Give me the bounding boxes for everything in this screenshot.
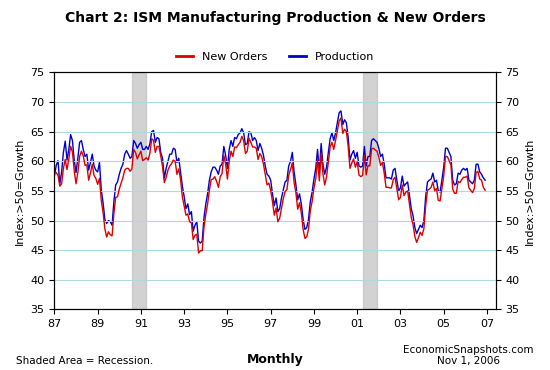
New Orders	[482, 188, 488, 192]
New Orders	[80, 154, 86, 158]
New Orders	[339, 131, 346, 136]
Text: Shaded Area = Recession.: Shaded Area = Recession.	[16, 356, 154, 366]
Production	[455, 171, 461, 175]
Text: Chart 2: ISM Manufacturing Production & New Orders: Chart 2: ISM Manufacturing Production & …	[65, 11, 485, 25]
New Orders	[119, 176, 126, 180]
Y-axis label: Index:>50=Growth: Index:>50=Growth	[15, 137, 25, 245]
Text: Monthly: Monthly	[246, 353, 304, 366]
Text: EconomicSnapshots.com
Nov 1, 2006: EconomicSnapshots.com Nov 1, 2006	[403, 345, 534, 366]
New Orders	[338, 116, 344, 120]
Legend: New Orders, Production: New Orders, Production	[172, 47, 378, 66]
New Orders	[51, 171, 58, 176]
Production	[482, 178, 488, 182]
Line: New Orders: New Orders	[54, 118, 485, 253]
Line: Production: Production	[54, 111, 485, 243]
Production	[69, 138, 76, 143]
Production	[338, 109, 344, 113]
Bar	[132, 73, 146, 309]
New Orders	[69, 149, 76, 154]
Production	[339, 122, 346, 127]
New Orders	[195, 251, 202, 255]
Production	[197, 241, 204, 245]
New Orders	[199, 249, 206, 253]
New Orders	[455, 179, 461, 184]
Bar	[362, 73, 377, 309]
Production	[199, 239, 206, 243]
Production	[80, 147, 86, 152]
Production	[51, 174, 58, 178]
Production	[119, 162, 126, 166]
Y-axis label: Index:>50=Growth: Index:>50=Growth	[525, 137, 535, 245]
